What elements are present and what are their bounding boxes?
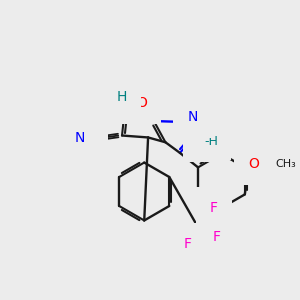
Text: O: O — [248, 158, 259, 172]
Text: F: F — [184, 237, 192, 250]
Text: N: N — [187, 110, 198, 124]
Text: H: H — [117, 90, 127, 104]
Text: O: O — [136, 96, 147, 110]
Text: H: H — [107, 80, 118, 94]
Text: F: F — [213, 230, 220, 244]
Text: F: F — [210, 201, 218, 215]
Text: N: N — [107, 90, 118, 104]
Text: -H: -H — [205, 135, 219, 148]
Text: N: N — [197, 134, 207, 148]
Text: N: N — [75, 131, 86, 146]
Text: CH₃: CH₃ — [275, 160, 296, 170]
Text: C: C — [84, 131, 94, 146]
